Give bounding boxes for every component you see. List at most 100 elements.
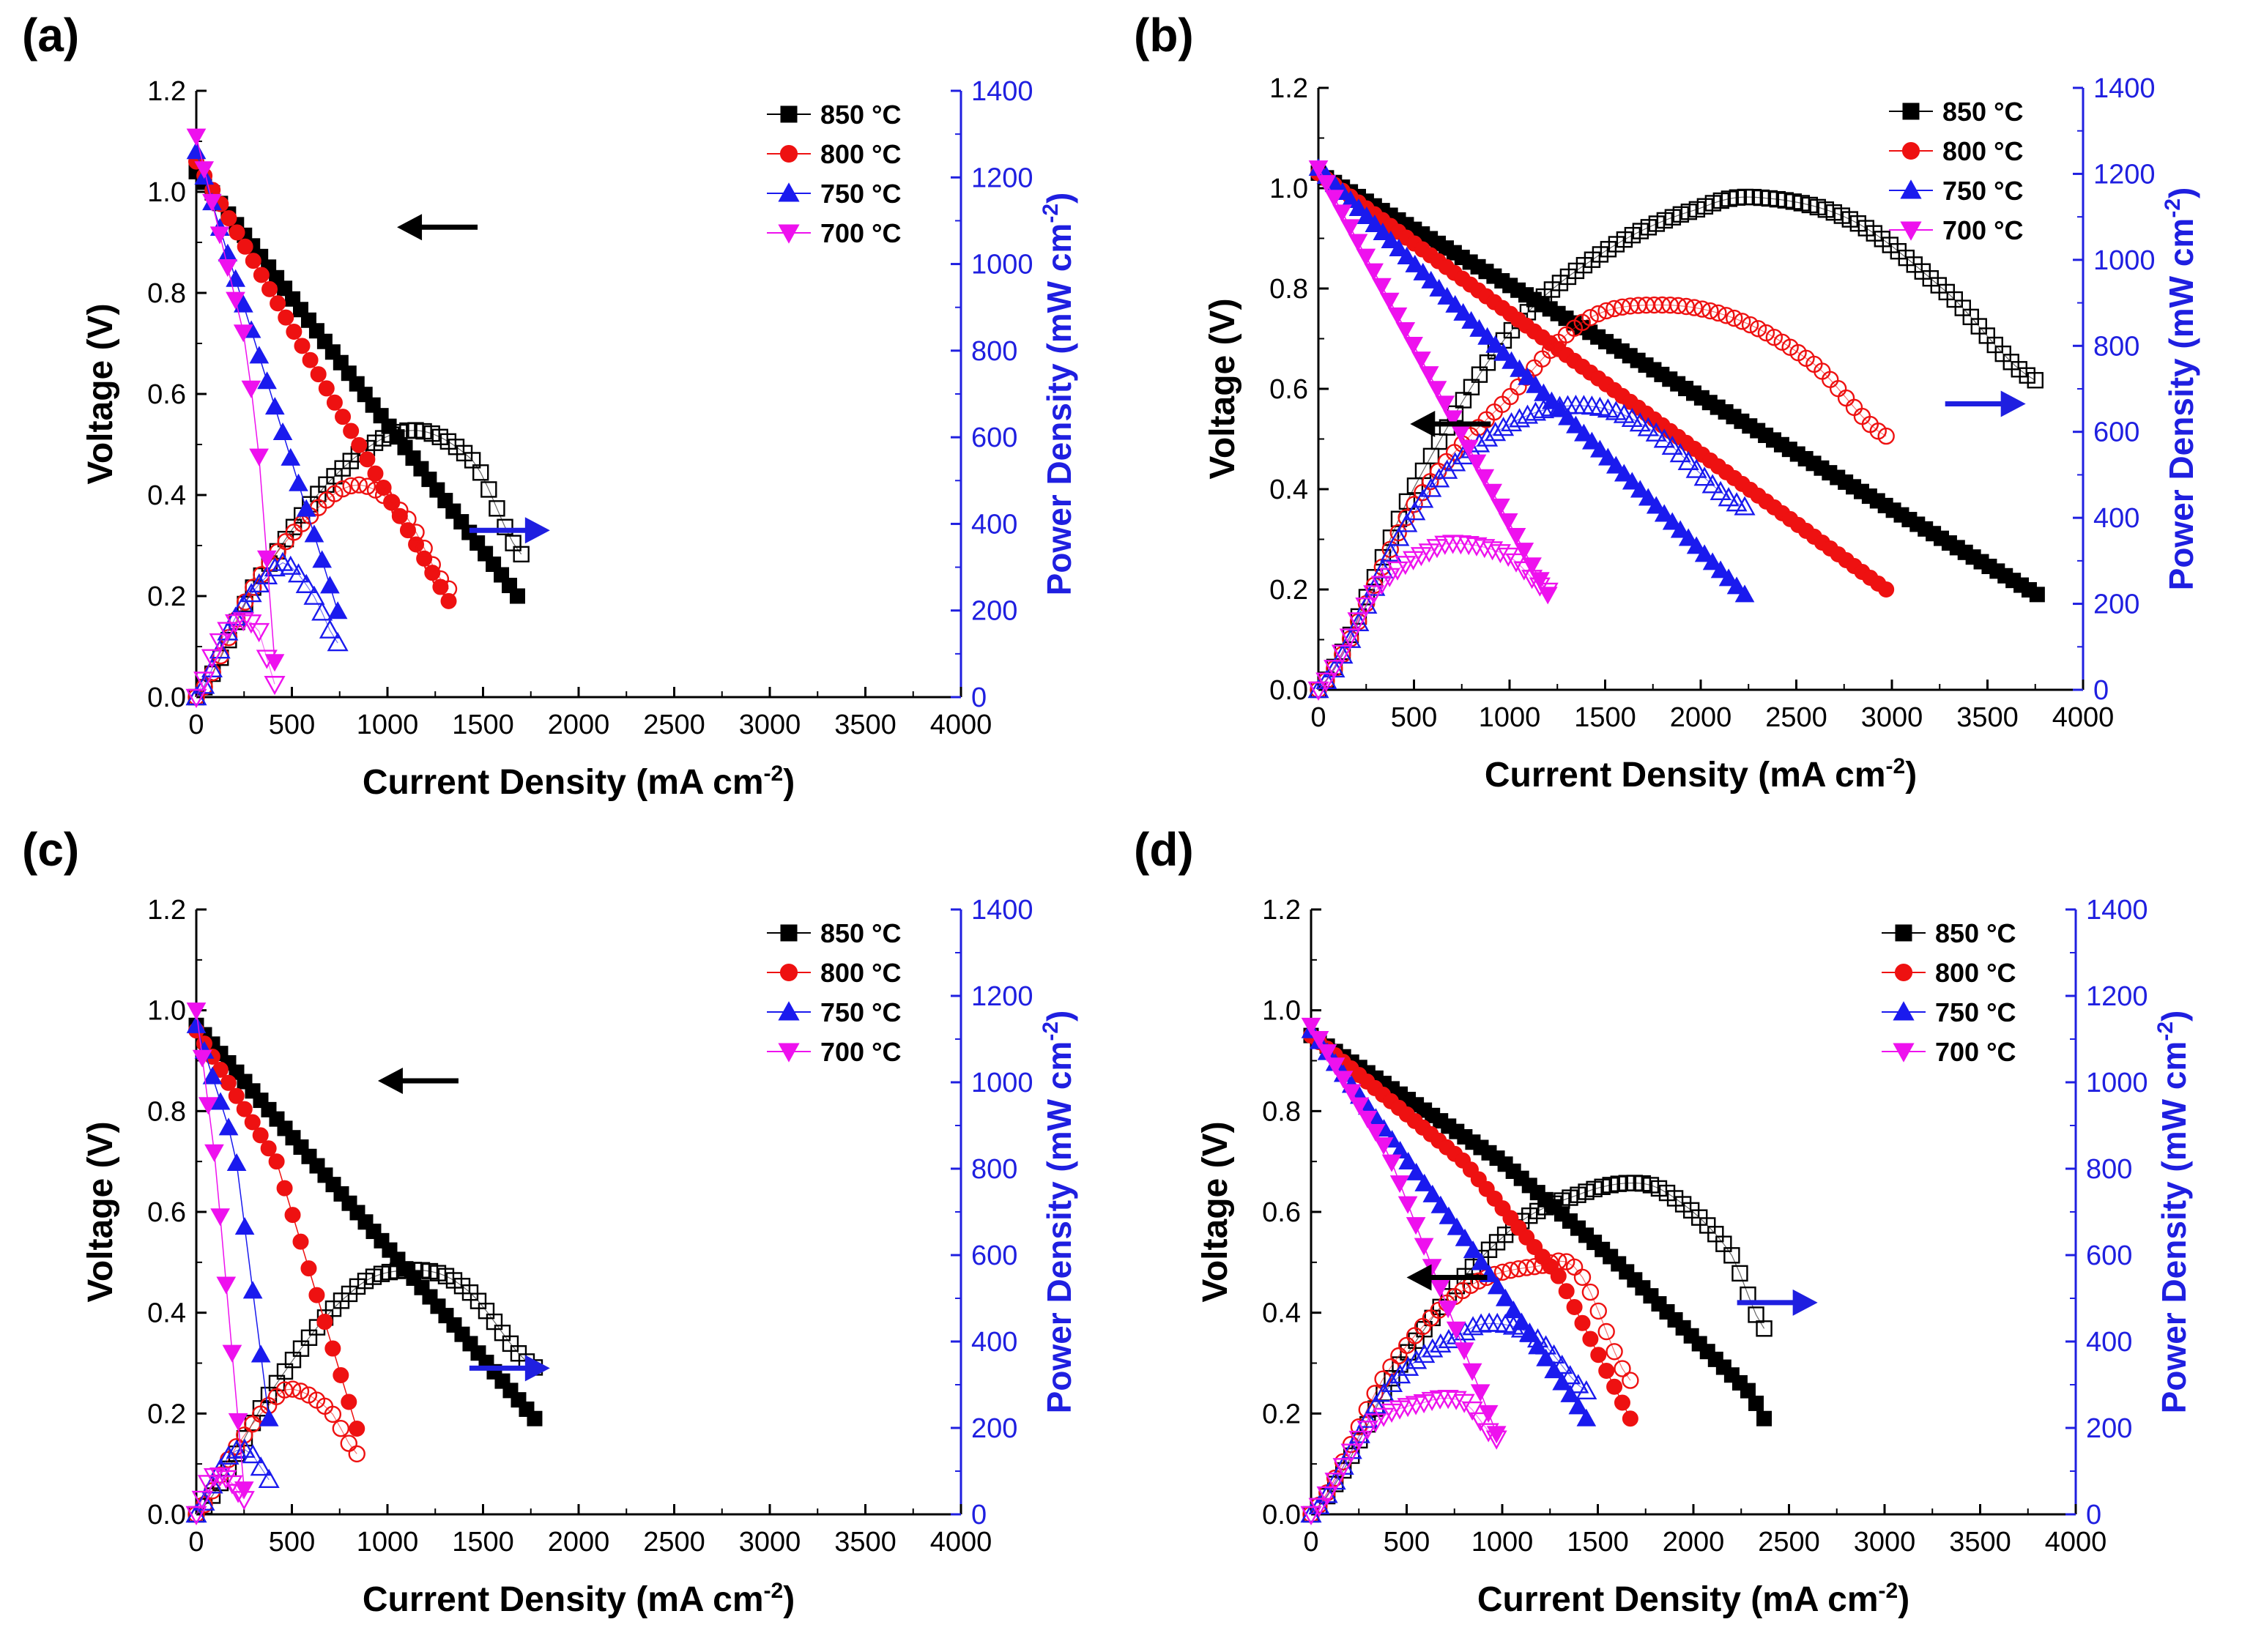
power-point	[1677, 297, 1695, 316]
legend-marker	[1893, 1043, 1915, 1063]
voltage-point	[327, 601, 348, 620]
power-point	[480, 481, 497, 498]
voltage-point	[194, 161, 215, 179]
x-tick-label: 2500	[1758, 1527, 1820, 1558]
power-point	[1518, 1322, 1541, 1342]
power-point	[1396, 513, 1418, 532]
power-point	[1589, 1302, 1607, 1320]
y2-tick-label: 200	[2093, 589, 2139, 620]
x-tick-label: 500	[1384, 1527, 1430, 1558]
x-tick-label: 3000	[739, 1527, 801, 1558]
voltage-point	[1670, 520, 1690, 538]
voltage-point	[1477, 327, 1497, 345]
chart-panel: (d)0 500 1000 1500 2000 2500 3000 3500 40000.00.…	[1134, 823, 2193, 1619]
power-point	[439, 580, 458, 598]
voltage-point	[1878, 581, 1895, 598]
voltage-point	[1406, 1162, 1427, 1180]
voltage-point	[302, 351, 319, 368]
legend-marker	[780, 105, 798, 123]
legend-marker	[1902, 103, 1920, 120]
power-point	[1381, 540, 1399, 558]
power-point	[1300, 1506, 1322, 1525]
series-800	[188, 1022, 365, 1523]
voltage-point	[1576, 1408, 1597, 1426]
x-tick-label: 1500	[1574, 702, 1636, 733]
power-point	[1741, 316, 1759, 334]
power-point	[1734, 496, 1756, 516]
power-point	[1621, 407, 1643, 428]
power-point	[1551, 1355, 1573, 1374]
power-point	[1373, 1407, 1395, 1427]
legend-label: 750 °C	[1942, 176, 2023, 206]
voltage-point	[1654, 504, 1674, 522]
x-tick-label: 500	[269, 1527, 315, 1558]
x-tick-label: 3000	[1861, 702, 1923, 733]
voltage-point	[1740, 1383, 1756, 1399]
power-point	[193, 671, 215, 691]
voltage-point	[1372, 278, 1392, 296]
voltage-point	[335, 409, 352, 425]
voltage-point	[1455, 1228, 1475, 1246]
voltage-point	[1606, 1378, 1623, 1395]
power-point	[1516, 404, 1539, 424]
voltage-point	[1734, 584, 1755, 603]
voltage-point	[1597, 447, 1618, 466]
power-point	[1540, 397, 1563, 417]
voltage-point	[509, 588, 525, 604]
voltage-point	[1566, 1298, 1583, 1315]
power-point	[1418, 543, 1440, 563]
power-point	[1733, 313, 1751, 330]
power-point	[1387, 561, 1408, 581]
legend-label: 800 °C	[820, 958, 901, 988]
voltage-point	[1471, 1252, 1491, 1270]
x-axis-label: Current Density (mA cm-2)	[363, 1579, 795, 1619]
y-tick-label: 0.4	[147, 1298, 186, 1329]
voltage-point	[310, 366, 327, 383]
power-point	[1356, 1408, 1378, 1428]
voltage-point	[257, 371, 277, 390]
voltage-point	[1568, 1396, 1589, 1415]
voltage-point	[1429, 278, 1449, 297]
voltage-point	[1381, 230, 1401, 248]
voltage-point	[192, 1049, 212, 1068]
power-point	[1489, 544, 1511, 564]
voltage-point	[1560, 1384, 1581, 1402]
voltage-point	[1301, 1017, 1321, 1035]
series-700	[1300, 1017, 1507, 1525]
power-point	[342, 477, 360, 495]
legend-marker	[1893, 1001, 1915, 1021]
voltage-point	[1414, 1238, 1434, 1256]
power-point	[1637, 417, 1659, 436]
y2-axis-label: Power Density (mW cm-2)	[1039, 1011, 1078, 1414]
x-tick-label: 2000	[548, 710, 610, 740]
x-tick-label: 2500	[1765, 702, 1827, 733]
power-point	[1324, 660, 1345, 680]
x-tick-label: 4000	[930, 710, 992, 740]
power-point	[280, 555, 302, 575]
power-point	[489, 500, 505, 517]
voltage-point	[1340, 190, 1361, 209]
voltage-point	[1491, 498, 1510, 516]
power-point	[1373, 1383, 1395, 1402]
voltage-point	[440, 592, 457, 609]
power-point	[250, 1456, 272, 1476]
panel-label: (a)	[22, 9, 79, 62]
voltage-point	[1316, 175, 1337, 193]
series-800	[188, 153, 458, 706]
voltage-point	[236, 1101, 253, 1117]
voltage-point	[1405, 254, 1425, 272]
x-tick-label: 1500	[1567, 1527, 1629, 1558]
power-point	[1653, 428, 1675, 448]
voltage-point	[1694, 544, 1715, 562]
voltage-point	[1574, 1314, 1591, 1331]
voltage-point	[1702, 552, 1723, 570]
x-tick-label: 3000	[1854, 1527, 1916, 1558]
power-point	[1532, 398, 1555, 419]
voltage-point	[1413, 262, 1433, 280]
y-tick-label: 0.2	[147, 581, 186, 612]
power-point	[472, 464, 489, 481]
power-point	[1581, 309, 1599, 327]
voltage-point	[1348, 234, 1368, 252]
y2-tick-label: 200	[971, 1413, 1017, 1444]
power-point	[1307, 681, 1329, 701]
